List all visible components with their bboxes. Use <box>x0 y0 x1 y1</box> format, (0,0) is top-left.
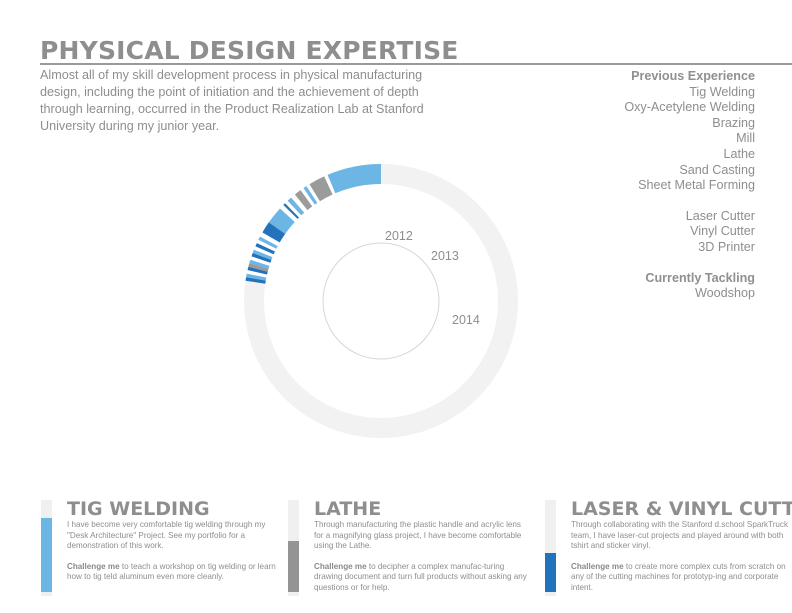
skill-card-title: LATHE <box>314 498 382 520</box>
previous-item: Mill <box>736 131 755 146</box>
skill-card-title: TIG WELDING <box>67 498 210 520</box>
previous-item: Tig Welding <box>689 84 755 99</box>
page-title: PHYSICAL DESIGN EXPERTISE <box>40 36 459 65</box>
skill-card-description: Through collaborating with the Stanford … <box>571 520 788 551</box>
skill-level-fill <box>545 553 556 592</box>
skill-card-challenge: Challenge me to create more complex cuts… <box>571 562 789 594</box>
skill-card-laser-vinyl-cutter: LASER & VINYL CUTTER Through collaborati… <box>545 498 792 600</box>
donut-segment <box>306 184 320 203</box>
skill-card-description: I have become very comfortable tig weldi… <box>67 520 266 551</box>
donut-segment <box>309 176 333 202</box>
donut-segment <box>279 204 298 222</box>
skill-level-track <box>288 500 299 596</box>
donut-segment <box>249 259 270 269</box>
donut-segment <box>258 236 278 249</box>
donut-segment <box>252 249 273 261</box>
tool-item: 3D Printer <box>698 239 755 254</box>
donut-segment <box>260 232 280 247</box>
skill-level-track <box>545 500 556 596</box>
donut-segment <box>253 246 274 258</box>
donut-segment <box>246 273 267 281</box>
donut-segment <box>262 222 286 243</box>
previous-item: Sand Casting <box>679 162 755 177</box>
skill-level-track <box>41 500 52 596</box>
donut-segment <box>327 164 381 194</box>
donut-segment <box>256 239 277 252</box>
donut-segment <box>300 188 315 207</box>
previous-item: Brazing <box>712 115 755 130</box>
donut-ring <box>244 164 519 438</box>
tool-item: Laser Cutter <box>685 208 755 223</box>
experience-list: Previous Experience Tig Welding Oxy-Acet… <box>624 69 755 302</box>
intro-paragraph: Almost all of my skill development proce… <box>40 68 424 133</box>
donut-segment <box>284 200 302 218</box>
year-label-2013: 2013 <box>431 249 459 263</box>
donut-segment <box>303 186 318 205</box>
previous-item: Oxy-Acetylene Welding <box>624 100 755 115</box>
donut-segment <box>294 190 313 211</box>
donut-segment <box>324 174 336 195</box>
donut-segment <box>247 266 268 275</box>
previous-experience-heading: Previous Experience <box>631 69 755 83</box>
donut-segment <box>255 243 275 255</box>
skill-card-description: Through manufacturing the plastic handle… <box>314 520 522 551</box>
donut-segment <box>283 203 299 219</box>
current-item: Woodshop <box>695 286 755 301</box>
skill-card-body: I have become very comfortable tig weldi… <box>67 520 285 593</box>
year-label-2012: 2012 <box>385 229 413 243</box>
previous-item: Lathe <box>723 146 755 161</box>
skill-card-lathe: LATHE Through manufacturing the plastic … <box>288 498 527 600</box>
challenge-text: to create more complex cuts from scratch… <box>571 561 786 592</box>
challenge-lead: Challenge me <box>314 561 367 571</box>
challenge-text: to decipher a complex manufac-turing dra… <box>314 561 527 592</box>
challenge-lead: Challenge me <box>571 561 624 571</box>
donut-segment <box>287 197 305 216</box>
skill-card-body: Through collaborating with the Stanford … <box>571 520 789 604</box>
donut-segment <box>250 256 271 266</box>
donut-segment <box>268 208 295 234</box>
tool-item: Vinyl Cutter <box>690 224 755 239</box>
currently-tackling-heading: Currently Tackling <box>645 270 755 285</box>
skill-level-fill <box>288 541 299 592</box>
challenge-lead: Challenge me <box>67 561 120 571</box>
skill-card-body: Through manufacturing the plastic handle… <box>314 520 532 604</box>
skill-level-fill <box>41 518 52 592</box>
donut-segment <box>291 194 308 213</box>
donut-segment <box>251 253 272 263</box>
donut-segment <box>246 270 267 278</box>
donut-segment <box>248 263 269 272</box>
donut-segment <box>245 277 266 284</box>
year-label-2014: 2014 <box>452 313 480 327</box>
inner-timeline-circle <box>322 242 440 360</box>
skill-card-challenge: Challenge me to teach a workshop on tig … <box>67 562 285 583</box>
previous-item: Sheet Metal Forming <box>638 178 755 193</box>
title-divider <box>40 63 792 65</box>
skill-card-tig-welding: TIG WELDING I have become very comfortab… <box>41 498 276 600</box>
challenge-text: to teach a workshop on tig welding or le… <box>67 561 276 582</box>
skill-card-challenge: Challenge me to decipher a complex manuf… <box>314 562 532 594</box>
skill-card-title: LASER & VINYL CUTTER <box>571 498 792 520</box>
expertise-donut-chart: 2012 2013 2014 <box>244 164 519 438</box>
